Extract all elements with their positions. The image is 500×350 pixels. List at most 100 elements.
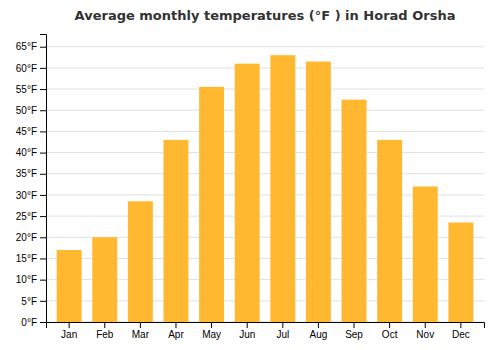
y-tick-mark <box>40 174 46 175</box>
bar <box>92 237 117 322</box>
grid-line <box>46 46 484 47</box>
y-tick-mark <box>40 153 46 154</box>
bars <box>57 55 474 322</box>
x-tick: Jan <box>61 322 77 340</box>
y-tick-mark <box>40 89 46 90</box>
y-axis: 0°F 5°F 10°F 15°F 20°F 25°F 30°F 35°F 40°F 45°F 50… <box>16 35 47 328</box>
grid-line <box>46 173 484 174</box>
y-tick: 0°F <box>21 317 46 328</box>
x-tick-mark <box>354 322 355 328</box>
bar <box>128 201 153 322</box>
y-tick-mark <box>40 195 46 196</box>
x-axis-line <box>47 323 485 329</box>
bar <box>413 186 438 322</box>
x-tick-mark <box>104 322 105 328</box>
bar <box>448 222 473 322</box>
y-tick-mark <box>40 322 46 323</box>
y-tick-mark <box>40 301 46 302</box>
y-tick-label: 50°F <box>16 105 37 116</box>
y-tick: 60°F <box>16 63 46 74</box>
x-tick-label: Feb <box>96 329 114 340</box>
y-tick-label: 0°F <box>21 317 37 328</box>
y-tick-mark <box>40 280 46 281</box>
grid-line <box>46 152 484 153</box>
x-tick-mark <box>389 322 390 328</box>
x-tick-label: Jul <box>276 329 289 340</box>
x-tick: May <box>202 322 221 340</box>
x-tick-label: Dec <box>452 329 470 340</box>
y-tick-label: 45°F <box>16 126 37 137</box>
plot: 0°F 5°F 10°F 15°F 20°F 25°F 30°F 35°F 40°F 45°F 50… <box>16 35 485 341</box>
y-tick-label: 5°F <box>21 296 37 307</box>
x-tick: Apr <box>168 322 184 340</box>
y-tick: 65°F <box>16 41 46 52</box>
x-tick: Mar <box>132 322 150 340</box>
x-tick: Feb <box>96 322 114 340</box>
title: Average monthly temperatures (°F ) in Ho… <box>75 8 456 23</box>
x-tick-mark <box>282 322 283 328</box>
grid-line <box>46 89 484 90</box>
bar <box>377 140 402 322</box>
x-tick: Sep <box>345 322 363 340</box>
x-tick-label: Sep <box>345 329 363 340</box>
x-tick-label: Mar <box>132 329 150 340</box>
x-tick: Aug <box>310 322 328 340</box>
y-tick-mark <box>40 68 46 69</box>
y-tick: 10°F <box>16 274 46 285</box>
y-tick-label: 15°F <box>16 253 37 264</box>
grid-line <box>46 131 484 132</box>
y-tick: 55°F <box>16 84 46 95</box>
x-tick-label: May <box>202 329 221 340</box>
x-axis: Jan Feb Mar Apr May Jun Jul Aug Sep Oct Nov Dec <box>47 322 485 340</box>
y-tick-mark <box>40 131 46 132</box>
y-tick-mark <box>40 110 46 111</box>
x-tick-label: Jan <box>61 329 77 340</box>
x-tick: Nov <box>416 322 434 340</box>
y-tick: 40°F <box>16 147 46 158</box>
x-tick-mark <box>211 322 212 328</box>
bar <box>199 87 224 322</box>
y-tick: 20°F <box>16 232 46 243</box>
grid <box>46 47 484 322</box>
bar <box>270 55 295 322</box>
y-tick-label: 25°F <box>16 211 37 222</box>
y-tick-mark <box>40 237 46 238</box>
y-tick-mark <box>40 258 46 259</box>
x-tick: Dec <box>452 322 470 340</box>
y-tick-label: 35°F <box>16 168 37 179</box>
y-tick: 25°F <box>16 211 46 222</box>
y-tick-label: 40°F <box>16 147 37 158</box>
x-tick-mark <box>175 322 176 328</box>
x-tick-label: Nov <box>416 329 434 340</box>
y-tick-label: 55°F <box>16 84 37 95</box>
y-tick: 30°F <box>16 190 46 201</box>
y-tick: 45°F <box>16 126 46 137</box>
bar <box>235 64 260 322</box>
y-tick-mark <box>40 216 46 217</box>
bar <box>342 100 367 322</box>
bar <box>164 140 189 322</box>
x-tick-mark <box>247 322 248 328</box>
grid-line <box>46 110 484 111</box>
x-tick-mark <box>318 322 319 328</box>
y-tick-label: 60°F <box>16 63 37 74</box>
x-tick-label: Aug <box>310 329 328 340</box>
y-tick: 15°F <box>16 253 46 264</box>
y-tick: 5°F <box>21 296 46 307</box>
x-tick-mark <box>69 322 70 328</box>
x-tick-label: Oct <box>382 329 398 340</box>
y-tick-label: 10°F <box>16 274 37 285</box>
y-tick-label: 65°F <box>16 41 37 52</box>
x-tick-label: Apr <box>168 329 184 340</box>
y-tick-label: 30°F <box>16 190 37 201</box>
y-tick: 50°F <box>16 105 46 116</box>
x-tick: Jun <box>239 322 255 340</box>
y-tick-mark <box>40 47 46 48</box>
chart: 0°F 5°F 10°F 15°F 20°F 25°F 30°F 35°F 40°F 45°F 50… <box>0 0 500 350</box>
bar <box>57 250 82 322</box>
x-tick: Oct <box>382 322 398 340</box>
y-axis-line <box>40 35 47 323</box>
x-tick: Jul <box>276 322 289 340</box>
x-tick-mark <box>140 322 141 328</box>
y-tick-label: 20°F <box>16 232 37 243</box>
